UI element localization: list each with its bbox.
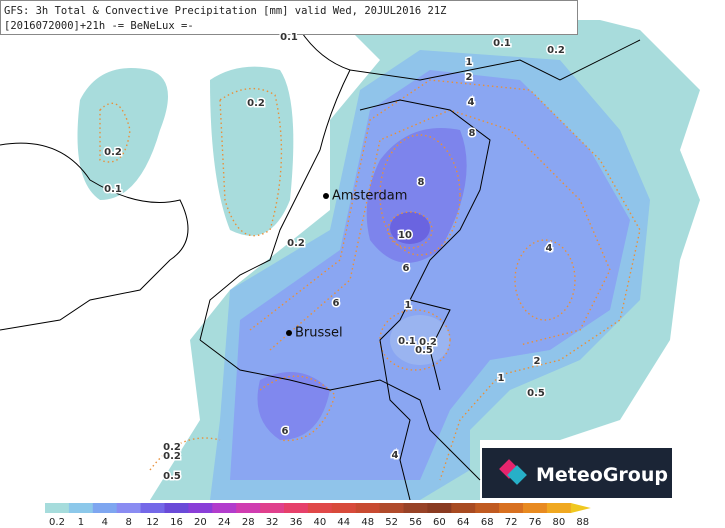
legend-label: 0.2: [49, 517, 65, 528]
legend-label: 88: [576, 517, 589, 528]
legend-swatch: [164, 503, 189, 513]
contour-label: 8: [418, 177, 425, 188]
city-dot: [323, 193, 329, 199]
contour-label: 4: [392, 450, 399, 461]
contour-label: 6: [403, 263, 410, 274]
contour-label: 0.2: [163, 451, 181, 462]
contour-label: 0.2: [547, 45, 565, 56]
contour-label: 0.1: [280, 32, 298, 43]
contour-label: 4: [546, 243, 553, 254]
legend-arrow: [570, 503, 591, 513]
legend-label: 36: [290, 517, 303, 528]
logo-icon: [499, 459, 527, 485]
contour-label: 2: [466, 72, 473, 83]
legend-swatch: [331, 503, 357, 513]
legend-label: 44: [337, 517, 350, 528]
legend-swatch: [236, 503, 261, 513]
contours: [99, 79, 641, 481]
legend-swatch: [92, 503, 118, 513]
header-line: [2016072000]+21h -= BeNeLux =-: [4, 20, 194, 32]
legend-label: 4: [102, 517, 108, 528]
contour-label: 0.5: [415, 345, 433, 356]
field-0-2: [210, 66, 294, 236]
field-10: [390, 212, 430, 244]
field-0-2: [77, 68, 168, 200]
field-6: [257, 372, 330, 440]
contour-label: 0.5: [163, 471, 181, 482]
header-line: GFS: 3h Total & Convective Precipitation…: [4, 5, 447, 17]
legend-swatch: [284, 503, 309, 513]
legend-label: 28: [242, 517, 255, 528]
contour-label: 0.2: [104, 147, 122, 158]
legend-swatch: [427, 503, 452, 513]
city-label: Amsterdam: [332, 189, 407, 204]
legend-swatch: [403, 503, 428, 513]
legend-label: 76: [529, 517, 542, 528]
legend-swatch: [499, 503, 524, 513]
legend-label: 16: [170, 517, 183, 528]
field-dry: [390, 315, 450, 365]
legend-swatch: [116, 503, 142, 513]
contour-label: 1: [498, 373, 505, 384]
legend-label: 64: [457, 517, 470, 528]
contour-label: 10: [398, 230, 412, 241]
logo-text: MeteoGroup: [536, 464, 668, 486]
contour-label: 6: [333, 298, 340, 309]
contour-label: 0.5: [527, 388, 545, 399]
legend-swatch: [451, 503, 476, 513]
legend-swatch: [546, 503, 572, 513]
legend-swatch: [260, 503, 285, 513]
contour-label: 0.1: [398, 336, 416, 347]
legend-label: 1: [78, 517, 84, 528]
legend-swatch: [68, 503, 94, 513]
legend-swatch: [475, 503, 500, 513]
contour-label: 2: [534, 356, 541, 367]
legend-label: 60: [433, 517, 446, 528]
legend-swatch: [212, 503, 237, 513]
legend-label: 72: [505, 517, 518, 528]
contour-label: 1: [405, 300, 412, 311]
legend: 0.2 1 4 8 12 16 20 24 28 32 36 40 44 48 52 56 60 64 68 72 76…: [45, 503, 591, 528]
legend-label: 20: [194, 517, 207, 528]
contour-label: 1: [466, 57, 473, 68]
contour-label: 0.2: [419, 337, 437, 348]
legend-swatch: [188, 503, 213, 513]
legend-swatch: [379, 503, 404, 513]
contour-label: 4: [468, 97, 475, 108]
legend-label: 24: [218, 517, 231, 528]
borders: [0, 29, 641, 501]
legend-label: 12: [146, 517, 159, 528]
contour-label: 0.2: [247, 98, 265, 109]
legend-label: 68: [481, 517, 494, 528]
legend-swatch: [523, 503, 548, 513]
contour-label: 6: [282, 426, 289, 437]
legend-label: 32: [266, 517, 279, 528]
city-label: Brussel: [295, 326, 343, 341]
legend-swatch: [355, 503, 381, 513]
legend-swatch: [307, 503, 333, 513]
legend-swatch: [140, 503, 165, 513]
legend-label: 48: [361, 517, 374, 528]
legend-swatch: [45, 503, 70, 513]
contour-label: 0.2: [287, 238, 305, 249]
contour-label: 0.1: [104, 184, 122, 195]
legend-label: 40: [314, 517, 327, 528]
field-4: [230, 70, 630, 480]
contour-label: 0.1: [493, 38, 511, 49]
legend-label: 80: [553, 517, 566, 528]
city-dot: [286, 330, 292, 336]
legend-label: 8: [126, 517, 132, 528]
legend-label: 56: [409, 517, 422, 528]
contour-label: 0.2: [163, 442, 181, 453]
header-box: [0, 0, 578, 35]
contour-label: 8: [469, 128, 476, 139]
legend-label: 52: [385, 517, 398, 528]
